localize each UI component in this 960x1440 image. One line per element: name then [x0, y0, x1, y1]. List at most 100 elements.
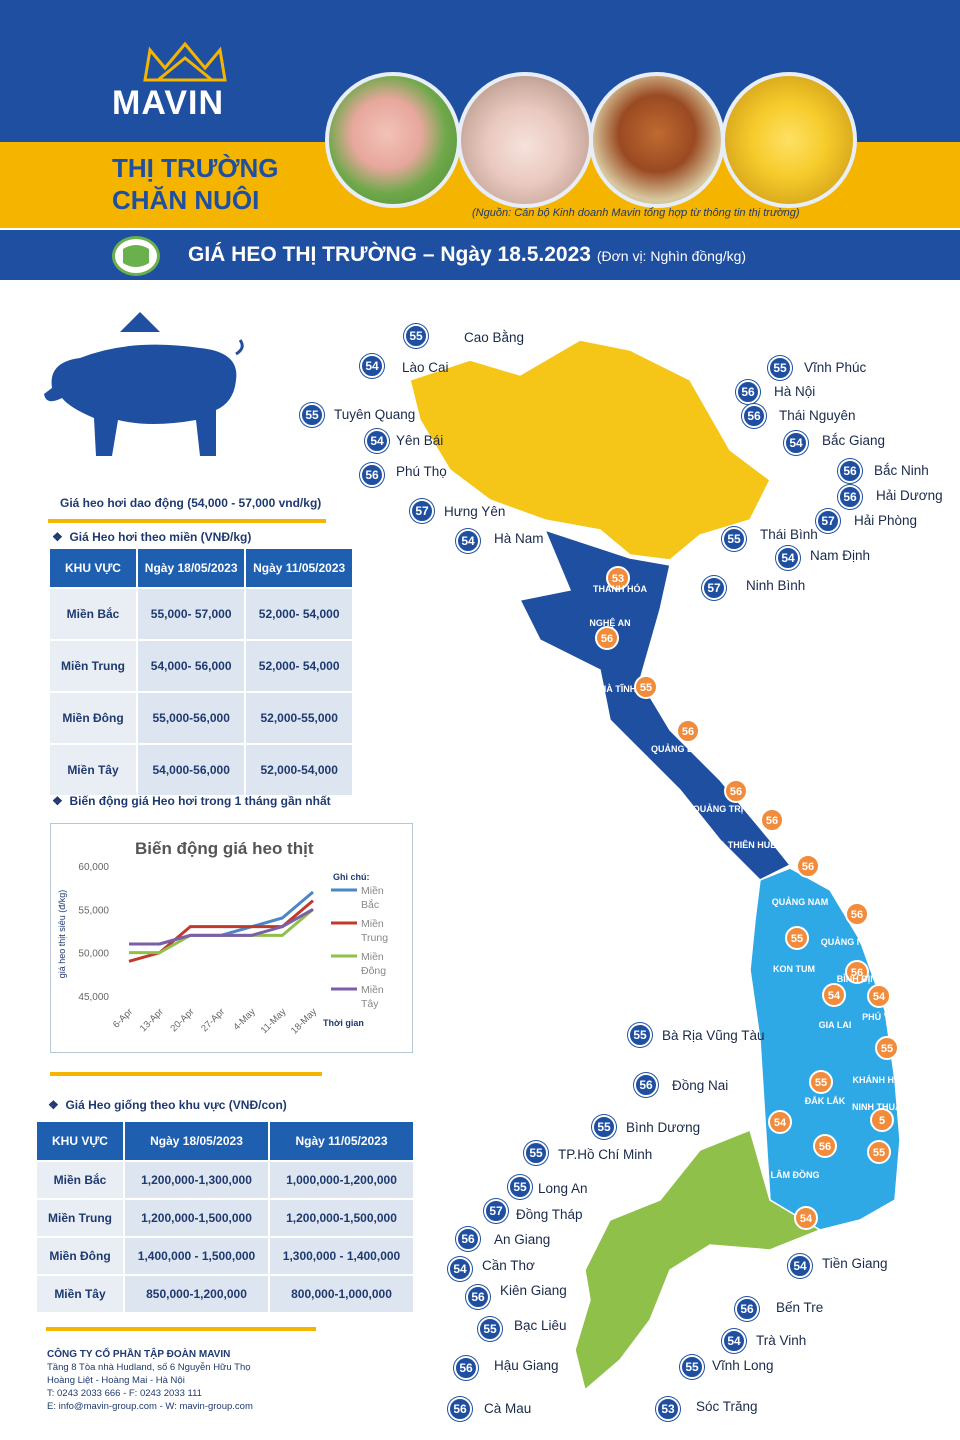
table-row: Miền Bắc 55,000- 57,000 52,000- 54,000 — [50, 589, 352, 639]
region-price-badge — [845, 960, 869, 984]
province-price-badge: 55 — [524, 1141, 548, 1165]
map-north-central-region — [518, 528, 792, 881]
region-price-value: 56 — [819, 1141, 831, 1153]
price-cell: 850,000-1,200,000 — [125, 1276, 268, 1312]
province-price-badge: 55 — [300, 403, 324, 427]
region-name: QUẢNG NAM — [772, 896, 829, 907]
province-price-badge: 56 — [448, 1397, 472, 1421]
province-price-badge: 54 — [456, 529, 480, 553]
region-cell: Miền Đông — [50, 693, 136, 743]
legend-title: Ghi chú: — [333, 872, 370, 882]
region-price-value: 56 — [851, 909, 863, 921]
legend-label: Trung — [361, 932, 388, 944]
province-name: Cao Bằng — [464, 330, 525, 345]
province-price-badge: 56 — [838, 459, 862, 483]
province-price-badge: 57 — [816, 509, 840, 533]
region-name: QUẢNG NGÃI — [821, 936, 880, 947]
address-line1: Tầng 8 Tòa nhà Hudland, số 6 Nguyễn Hữu … — [47, 1362, 251, 1373]
region-price-value: 56 — [682, 726, 694, 738]
province-name: Bắc Giang — [822, 433, 886, 448]
region-price-badge — [813, 1134, 837, 1158]
province-name: Tiền Giang — [822, 1256, 888, 1271]
province-price-badge: 55 — [722, 527, 746, 551]
contact-line: E: info@mavin-group.com - W: mavin-group… — [47, 1401, 253, 1412]
banner-title: GIÁ HEO THỊ TRƯỜNG – Ngày 18.5.2023 (Đơn… — [188, 243, 746, 267]
province-price-badge: 53 — [656, 1397, 680, 1421]
divider — [46, 1327, 316, 1331]
legend-label: Đông — [361, 965, 386, 977]
region-price-badge — [724, 779, 748, 803]
map-south-region — [574, 1128, 822, 1392]
province-name: Ninh Bình — [746, 578, 806, 593]
region-price-badge — [796, 854, 820, 878]
piglet-price-table: KHU VỰC Ngày 18/05/2023 Ngày 11/05/2023 … — [35, 1120, 415, 1314]
price-cell: 52,000- 54,000 — [246, 589, 352, 639]
table-row: Miền Đông 55,000-56,000 52,000-55,000 — [50, 693, 352, 743]
price-cell: 1,000,000-1,200,000 — [270, 1162, 413, 1198]
province-price-badge: 55 — [508, 1175, 532, 1199]
legend-label: Miền — [361, 951, 384, 963]
province-price-badge: 54 — [776, 546, 800, 570]
company-name: CÔNG TY CỔ PHẦN TẬP ĐOÀN MAVIN — [47, 1349, 231, 1360]
table-row: Miền Tây 850,000-1,200,000 800,000-1,000… — [37, 1276, 413, 1312]
price-cell: 52,000-54,000 — [246, 745, 352, 795]
province-price-badge: 54 — [784, 431, 808, 455]
region-name: GIA LAI — [819, 1020, 852, 1030]
brand-name: MAVIN — [112, 84, 225, 122]
divider — [50, 1072, 322, 1076]
price-range-note: Giá heo hơi dao động (54,000 - 57,000 vn… — [60, 496, 322, 510]
region-price-value: 56 — [851, 967, 863, 979]
province-price-badge: 56 — [360, 463, 384, 487]
province-name: Bến Tre — [776, 1300, 824, 1315]
y-tick-label: 50,000 — [78, 949, 109, 960]
region-price-badge — [595, 626, 619, 650]
region-price-badge — [634, 675, 658, 699]
legend-label: Bắc — [361, 898, 379, 911]
region-price-value: 54 — [873, 991, 886, 1003]
region-price-value: 56 — [766, 815, 778, 827]
price-cell: 1,200,000-1,500,000 — [270, 1200, 413, 1236]
divider — [48, 519, 326, 523]
region-price-value: 53 — [612, 573, 624, 585]
price-cell: 55,000- 57,000 — [138, 589, 245, 639]
x-tick-label: 27-Apr — [199, 1006, 227, 1034]
pig-silhouette-icon — [44, 312, 244, 456]
pig-head-icon — [112, 236, 160, 276]
section3-title-text: Giá Heo giống theo khu vực (VNĐ/con) — [65, 1098, 287, 1112]
table-row: Miền Bắc 1,200,000-1,300,000 1,000,000-1… — [37, 1162, 413, 1198]
province-name: An Giang — [494, 1232, 551, 1247]
region-name: THANH HÓA — [593, 583, 647, 594]
y-axis-label: giá heo thịt siêu (đ/kg) — [57, 890, 67, 979]
province-price-badge: 56 — [454, 1356, 478, 1380]
x-tick-label: 18-May — [289, 1006, 319, 1036]
region-price-badge — [606, 566, 630, 590]
province-name: Long An — [538, 1181, 588, 1196]
region-name: NINH THUẬN — [852, 1101, 908, 1112]
province-price-badge: 54 — [365, 429, 389, 453]
province-name: Cà Mau — [484, 1401, 532, 1416]
province-name: Thái Nguyên — [779, 408, 856, 423]
region-price-badge — [785, 926, 809, 950]
price-cell: 55,000-56,000 — [138, 693, 245, 743]
region-name: NGHỆ AN — [589, 617, 630, 628]
province-price-badge: 55 — [628, 1023, 652, 1047]
province-price-badge: 55 — [478, 1317, 502, 1341]
region-price-value: 56 — [802, 861, 814, 873]
region-price-value: 55 — [873, 1147, 885, 1159]
province-price-badge: 56 — [736, 380, 760, 404]
province-name: Đồng Nai — [672, 1078, 729, 1093]
map-central-highland-region — [749, 867, 901, 1231]
province-name: Đồng Tháp — [516, 1207, 583, 1222]
province-price-badge: 54 — [722, 1329, 746, 1353]
province-price-badge: 56 — [838, 485, 862, 509]
region-cell: Miền Bắc — [37, 1162, 123, 1198]
region-cell: Miền Tây — [37, 1276, 123, 1312]
province-name: Cần Thơ — [482, 1258, 535, 1273]
province-name: Bạc Liêu — [514, 1318, 567, 1333]
source-note: (Nguồn: Cán bộ Kinh doanh Mavin tổng hợp… — [472, 207, 800, 219]
price-trend-chart: Biến động giá heo thịt giá heo thịt siêu … — [50, 823, 413, 1053]
province-price-badge: 57 — [484, 1199, 508, 1223]
province-price-badge: 57 — [702, 576, 726, 600]
section3-title: ❖ Giá Heo giống theo khu vực (VNĐ/con) — [48, 1098, 287, 1112]
province-name: Hải Dương — [876, 488, 943, 503]
